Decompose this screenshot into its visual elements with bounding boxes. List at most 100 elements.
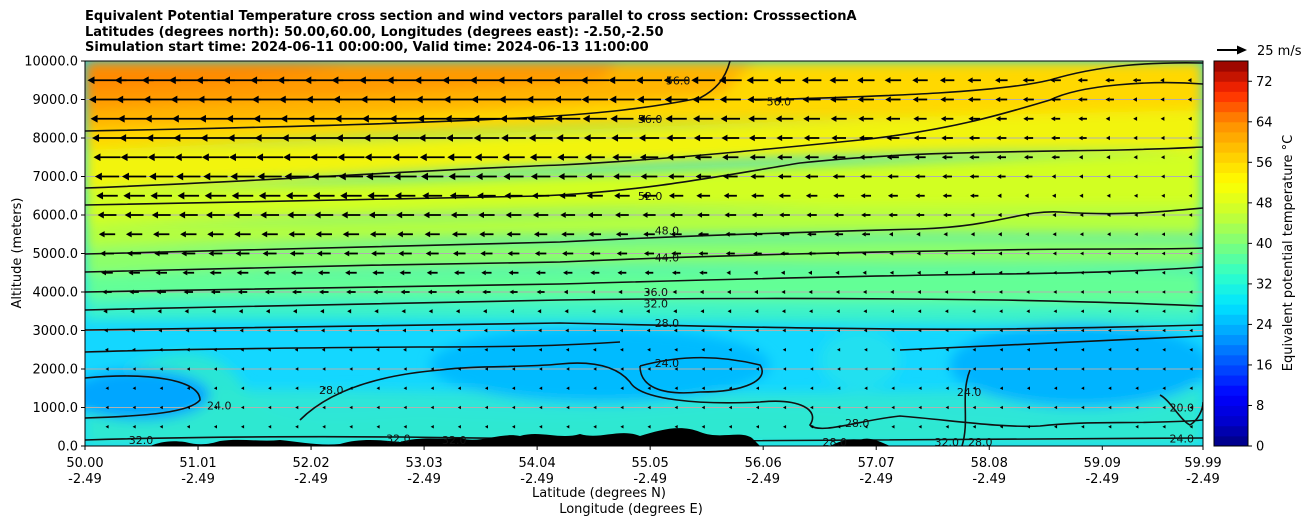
wind-vector-head (971, 251, 975, 256)
wind-vector-head (779, 231, 785, 237)
wind-vector-head (482, 289, 487, 295)
wind-vector-head (583, 134, 591, 142)
colorbar-band (1214, 121, 1248, 133)
wind-vector-head (1160, 97, 1165, 102)
colorbar-band (1214, 344, 1248, 356)
wind-vector-head (1162, 367, 1166, 371)
wind-vector-head (239, 328, 244, 333)
wind-vector-head (233, 211, 240, 219)
wind-vector-head (608, 76, 616, 85)
wind-vector-head (1105, 77, 1110, 83)
wind-vector-head (694, 154, 701, 161)
wind-vector-head (999, 386, 1003, 390)
wind-vector-head (1135, 348, 1139, 352)
x-tick-label-lon: -2.49 (633, 472, 667, 487)
wind-vector-head (394, 192, 402, 200)
wind-vector-head (124, 211, 131, 219)
wind-vector-head (891, 367, 895, 371)
wind-vector-head (753, 270, 758, 275)
wind-vector-head (998, 251, 1003, 256)
wind-vector-head (1023, 135, 1029, 141)
wind-vector-head (721, 134, 728, 142)
wind-vector-head (915, 193, 920, 199)
wind-vector-head (315, 231, 322, 238)
wind-vector-head (566, 386, 570, 390)
wind-vector-head (995, 77, 1001, 84)
wind-vector-head (807, 251, 812, 256)
wind-vector-head (537, 309, 542, 314)
wind-vector-head (1108, 405, 1112, 410)
wind-vector-head (748, 134, 755, 142)
wind-vector-head (101, 270, 107, 276)
colorbar-band (1214, 273, 1248, 285)
wind-vector-head (419, 153, 427, 162)
wind-vector-head (159, 386, 163, 390)
wind-vector-head (998, 270, 1003, 275)
wind-vector-head (580, 76, 588, 85)
wind-vector-head (837, 386, 841, 390)
wind-vector-head (1162, 386, 1166, 390)
wind-vector-head (1053, 328, 1057, 333)
wind-vector-head (857, 76, 864, 84)
wind-vector-head (587, 212, 594, 218)
wind-vector-head (804, 154, 810, 161)
contour-40 (85, 247, 1203, 273)
wind-vector-head (283, 153, 291, 162)
colorbar-tick-label: 56 (1256, 156, 1273, 171)
wind-vector-head (674, 386, 678, 390)
wind-vector-head (497, 76, 505, 85)
wind-vector-head (251, 95, 259, 104)
x-tick-label-lon: -2.49 (746, 472, 780, 487)
wind-vector-head (889, 270, 894, 275)
wind-vector-head (810, 425, 814, 429)
wind-vector-head (480, 250, 486, 257)
wind-vector-head (972, 348, 976, 352)
wind-vector-head (240, 347, 244, 352)
wind-vector-head (783, 386, 787, 390)
wind-vector-head (369, 231, 376, 238)
wind-vector-head (837, 425, 841, 429)
wind-vector-head (1051, 174, 1056, 179)
wind-vector-head (105, 367, 109, 371)
wind-vector-head (454, 270, 459, 276)
wind-vector-head (1161, 213, 1165, 217)
wind-vector-head (674, 367, 678, 371)
wind-vector-head (1160, 135, 1165, 141)
wind-vector-head (289, 250, 296, 257)
wind-vector-head (830, 96, 837, 103)
wind-vector-head (755, 405, 759, 410)
wind-vector-head (862, 251, 867, 256)
colorbar-band (1214, 202, 1248, 214)
wind-vector-head (807, 231, 812, 237)
wind-vector-head (153, 231, 159, 238)
wind-vector-head (1024, 212, 1029, 218)
wind-vector-head (864, 386, 868, 390)
x-tick-label-lon: -2.49 (68, 472, 102, 487)
wind-vector-head (581, 95, 589, 104)
wind-vector-head (268, 405, 272, 410)
y-tick-label: 7000.0 (33, 170, 79, 185)
wind-vector-head (726, 270, 731, 275)
colorbar-band (1214, 283, 1248, 295)
wind-vector-head (999, 367, 1003, 371)
wind-vector-head (1022, 96, 1028, 103)
colorbar-band (1214, 405, 1248, 417)
wind-vector-head (310, 153, 318, 162)
x-axis-label-longitude: Longitude (degrees E) (559, 502, 703, 517)
wind-vector-head (998, 232, 1002, 237)
wind-vector-head (322, 367, 326, 371)
chart-title: Equivalent Potential Temperature cross s… (85, 9, 857, 56)
wind-vector-head (1080, 309, 1084, 314)
wind-vector-head (1108, 348, 1112, 352)
wind-vector-head (1162, 309, 1166, 314)
wind-vector-head (539, 405, 543, 410)
wind-vector-head (803, 134, 810, 142)
contour-56-right (754, 62, 1203, 101)
wind-vector-head (560, 211, 566, 219)
wind-vector-head (671, 251, 676, 256)
wind-vector-head (506, 231, 512, 238)
wind-vector-head (1024, 154, 1029, 160)
wind-vector-head (1025, 270, 1030, 275)
wind-vector-head (891, 425, 895, 429)
colorbar-band (1214, 375, 1248, 386)
